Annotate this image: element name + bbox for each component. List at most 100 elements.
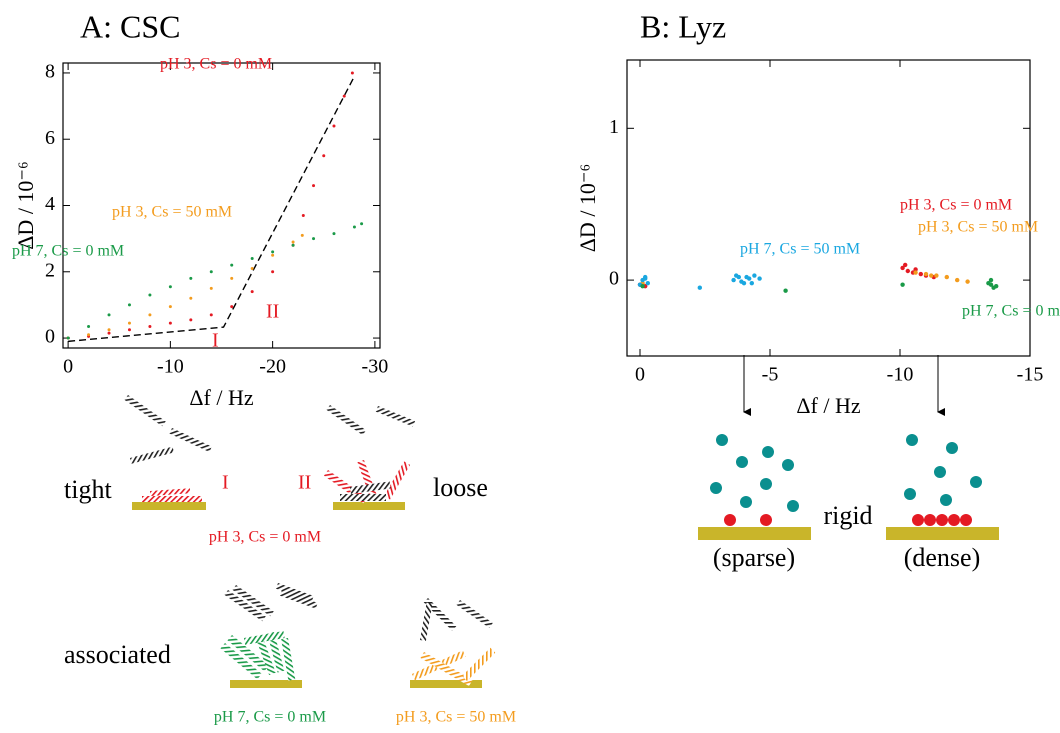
panel-title: A: CSC — [80, 8, 180, 44]
point — [148, 324, 152, 328]
point — [301, 213, 305, 217]
point — [923, 271, 929, 277]
series-label: pH 7, Cs = 50 mM — [740, 241, 860, 258]
fit-line — [68, 75, 356, 343]
point — [127, 328, 131, 332]
point — [965, 279, 970, 284]
point — [757, 276, 762, 281]
point — [944, 274, 949, 280]
label: I — [222, 472, 229, 494]
x-tick-label: -10 — [887, 364, 914, 386]
point — [209, 313, 213, 317]
point — [988, 277, 994, 283]
point — [645, 280, 650, 286]
series-label: pH 7, Cs = 0 mM — [962, 303, 1060, 320]
point — [189, 296, 193, 300]
point — [913, 267, 918, 272]
label: associated — [64, 640, 171, 669]
point — [168, 285, 172, 289]
series-label: pH 3, Cs = 50 mM — [918, 219, 1038, 236]
series-label: pH 7, Cs = 0 mM — [12, 243, 124, 260]
point — [148, 313, 152, 317]
point — [900, 282, 905, 287]
point — [230, 305, 234, 309]
point — [312, 184, 316, 188]
label: rigid — [823, 501, 872, 530]
point — [230, 263, 234, 267]
point — [189, 318, 193, 322]
point — [127, 321, 131, 325]
point — [913, 270, 918, 275]
label: II — [298, 472, 311, 494]
lysozyme — [710, 434, 982, 526]
y-tick-label: 4 — [45, 193, 55, 215]
point — [250, 266, 254, 270]
point — [250, 257, 254, 261]
label: (dense) — [904, 543, 981, 572]
point — [209, 270, 213, 274]
point — [994, 283, 999, 289]
y-axis-label: ΔD / 10⁻⁶ — [13, 161, 38, 249]
point — [749, 280, 754, 286]
point — [352, 225, 356, 229]
point — [903, 262, 908, 268]
point — [168, 305, 172, 309]
substrate — [410, 680, 482, 688]
x-axis-label: Δf / Hz — [189, 385, 253, 410]
point — [342, 94, 346, 98]
point — [739, 279, 744, 284]
label: (sparse) — [713, 543, 795, 572]
point — [230, 276, 234, 280]
point — [300, 233, 304, 237]
point — [332, 232, 336, 236]
annotation: II — [266, 301, 279, 323]
y-tick-label: 0 — [45, 326, 55, 348]
point — [250, 290, 254, 294]
point — [209, 286, 213, 290]
point — [332, 124, 336, 128]
point — [271, 250, 275, 254]
point — [988, 282, 994, 287]
x-tick-label: 0 — [63, 356, 73, 378]
point — [640, 283, 645, 289]
y-tick-label: 6 — [45, 127, 55, 149]
point — [955, 277, 960, 283]
point — [734, 273, 739, 278]
series-label: pH 3, Cs = 0 mM — [160, 56, 272, 73]
label: tight — [64, 475, 112, 504]
rods — [124, 395, 496, 687]
point — [107, 328, 111, 332]
point — [66, 336, 70, 340]
point — [643, 276, 648, 281]
label: pH 3, Cs = 50 mM — [396, 709, 516, 726]
label: loose — [433, 473, 488, 502]
point — [934, 273, 939, 278]
point — [350, 71, 354, 75]
y-tick-label: 8 — [45, 61, 55, 83]
substrate — [230, 680, 302, 688]
x-tick-label: -10 — [157, 356, 184, 378]
x-tick-label: -30 — [362, 356, 389, 378]
x-tick-label: -15 — [1017, 364, 1044, 386]
point — [271, 270, 275, 274]
x-tick-label: -5 — [762, 364, 779, 386]
point — [107, 331, 111, 335]
point — [783, 288, 788, 293]
point — [107, 313, 111, 317]
point — [87, 333, 91, 337]
y-axis-label: ΔD / 10⁻⁶ — [575, 164, 600, 252]
series-label: pH 3, Cs = 0 mM — [900, 197, 1012, 214]
schematic: tight I II loose pH 3, Cs = 0 mM associa… — [64, 355, 999, 726]
point — [905, 268, 910, 274]
label: pH 7, Cs = 0 mM — [214, 709, 326, 726]
y-tick-label: 0 — [609, 268, 619, 290]
plot-frame — [626, 59, 1031, 357]
point — [291, 243, 295, 247]
substrate — [132, 502, 206, 510]
point — [127, 303, 131, 307]
point — [87, 324, 91, 328]
point — [291, 240, 295, 244]
panel-title: B: Lyz — [640, 8, 726, 44]
point — [271, 253, 275, 257]
y-tick-label: 2 — [45, 259, 55, 281]
